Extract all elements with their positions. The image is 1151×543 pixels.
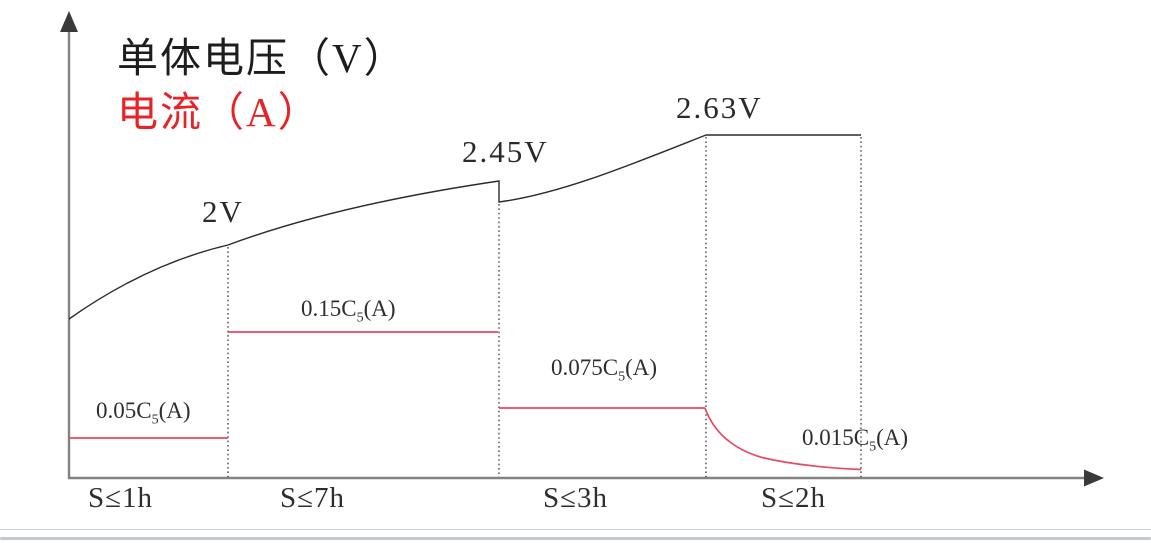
current-label-unit: (A) [876,425,909,450]
current-label-text: 0.015C [802,425,870,450]
x-axis-arrow-icon [1084,469,1104,487]
y-axis-arrow-icon [60,11,78,32]
voltage-label-2v: 2V [202,194,244,229]
current-label-subscript: 5 [151,412,159,428]
current-label-text: 0.15C [301,296,357,321]
x-tick-stage1-duration: S≤1h [88,482,154,514]
current-label-stage2: 0.15C5(A) [301,296,396,325]
current-label-unit: (A) [363,296,396,321]
current-decay-stage4 [704,407,862,471]
current-label-stage4: 0.015C5(A) [802,425,909,454]
voltage-legend-title: 单体电压（V） [117,35,407,81]
current-label-unit: (A) [625,355,658,380]
x-tick-stage4-duration: S≤2h [761,482,827,514]
bottom-divider-line [0,529,1151,530]
voltage-curve [68,134,861,320]
current-label-subscript: 5 [869,439,877,455]
current-label-stage3: 0.075C5(A) [551,355,658,384]
x-tick-stage2-duration: S≤7h [280,482,346,514]
current-label-text: 0.075C [551,355,619,380]
voltage-label-2-45v: 2.45V [462,134,549,169]
current-label-subscript: 5 [618,369,626,385]
current-label-stage1: 0.05C5(A) [96,398,191,427]
x-tick-stage3-duration: S≤3h [543,482,609,514]
bottom-panel-edge [0,537,1151,540]
voltage-label-2-63v: 2.63V [676,90,763,125]
current-legend-title: 电流（A） [117,89,321,135]
current-label-subscript: 5 [356,310,364,326]
current-label-text: 0.05C [96,398,152,423]
current-label-unit: (A) [158,398,191,423]
